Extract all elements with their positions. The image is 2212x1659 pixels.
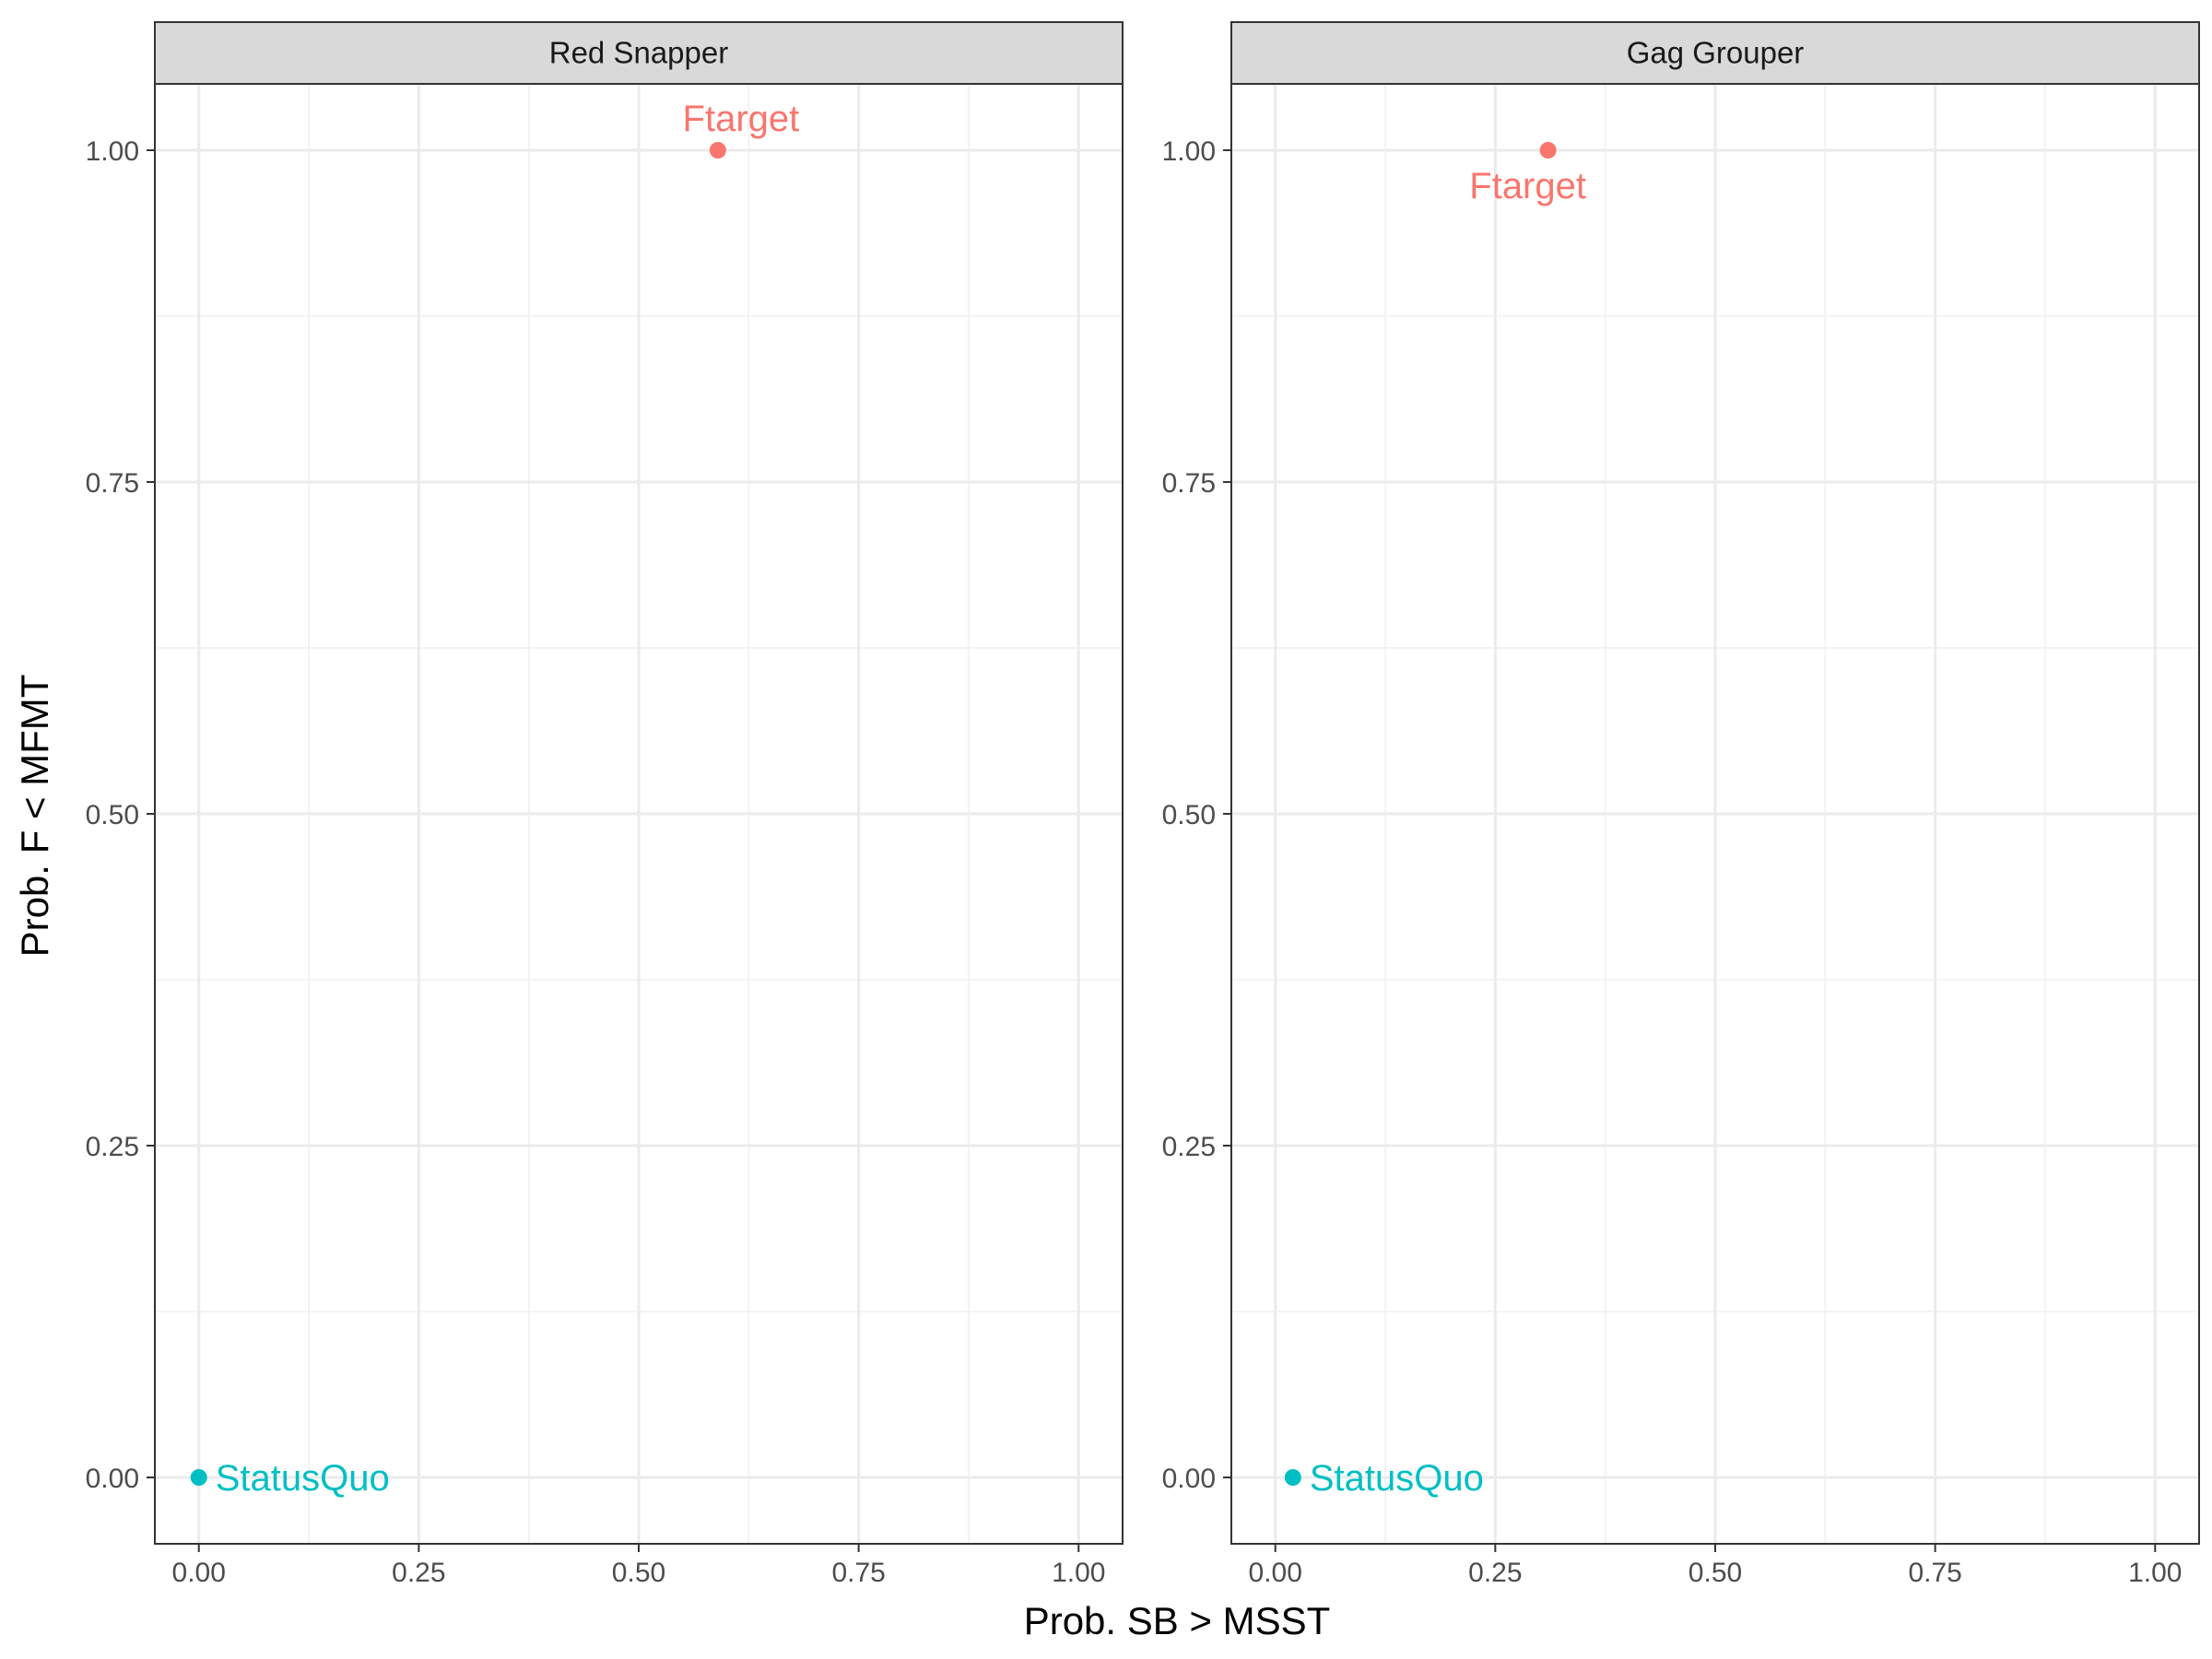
data-point-ftarget [709,142,726,159]
x-tick-label: 1.00 [1052,1558,1105,1588]
x-tick-label: 0.75 [831,1558,885,1588]
data-point-ftarget [1539,142,1557,159]
y-tick-label: 0.25 [86,1132,139,1162]
data-point-statusquo [1284,1469,1301,1486]
x-tick-label: 0.00 [172,1558,226,1588]
facet-strip [154,21,1124,85]
facet-panel-2: Gag Grouper 0.00 0.25 0.50 0.75 1.00 0.00 0.25 0… [1162,21,2200,1588]
y-tick-label: 0.50 [86,800,139,830]
facet-strip [1230,21,2200,85]
data-point-statusquo [190,1469,207,1486]
facet-panels: Red Snapper 0.00 0.25 0.50 0.75 1.00 0.00 0.25 0… [86,21,2200,1588]
x-tick-label: 0.50 [612,1558,665,1588]
data-point-label: StatusQuo [216,1458,390,1499]
x-tick-label: 1.00 [2128,1558,2182,1588]
y-tick-label: 1.00 [1162,136,1216,167]
data-point-label: Ftarget [1469,166,1586,206]
facet-strip-title: Red Snapper [549,36,728,70]
data-point-label: Ftarget [683,99,800,139]
y-tick-label: 0.75 [86,468,139,499]
y-tick-label: 0.25 [1162,1132,1216,1162]
y-axis-title: Prob. F < MFMT [13,675,56,958]
y-tick-label: 1.00 [86,136,139,167]
facet-panel-1: Red Snapper 0.00 0.25 0.50 0.75 1.00 0.00 0.25 0… [86,21,1124,1588]
x-tick-label: 0.25 [1468,1558,1522,1588]
x-axis-title: Prob. SB > MSST [1024,1599,1331,1642]
y-tick-label: 0.50 [1162,800,1216,830]
x-tick-label: 0.50 [1688,1558,1742,1588]
data-point-label: StatusQuo [1310,1458,1484,1499]
y-tick-label: 0.75 [1162,468,1216,499]
facet-strip-title: Gag Grouper [1627,36,1805,70]
y-tick-label: 0.00 [1162,1464,1216,1494]
x-tick-label: 0.25 [392,1558,445,1588]
x-tick-label: 0.75 [1908,1558,1961,1588]
y-tick-label: 0.00 [86,1464,139,1494]
x-tick-label: 0.00 [1249,1558,1302,1588]
